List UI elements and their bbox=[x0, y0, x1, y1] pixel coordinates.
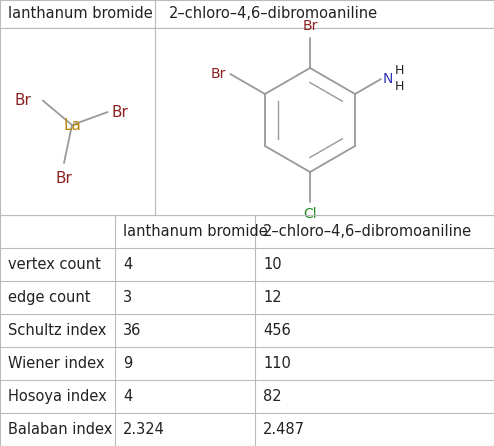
Text: Br: Br bbox=[112, 104, 128, 120]
Text: Br: Br bbox=[14, 93, 31, 108]
Text: Br: Br bbox=[211, 67, 226, 81]
Text: 4: 4 bbox=[123, 389, 132, 404]
Text: H: H bbox=[395, 65, 405, 78]
Text: 36: 36 bbox=[123, 323, 141, 338]
Text: La: La bbox=[63, 117, 81, 132]
Text: 2.487: 2.487 bbox=[263, 422, 305, 437]
Text: Br: Br bbox=[302, 19, 318, 33]
Text: 12: 12 bbox=[263, 290, 282, 305]
Text: N: N bbox=[383, 72, 393, 86]
Text: 110: 110 bbox=[263, 356, 291, 371]
Text: Hosoya index: Hosoya index bbox=[8, 389, 107, 404]
Text: Balaban index: Balaban index bbox=[8, 422, 112, 437]
Text: H: H bbox=[395, 80, 405, 94]
Text: 9: 9 bbox=[123, 356, 132, 371]
Text: 2–chloro–4,6–dibromoaniline: 2–chloro–4,6–dibromoaniline bbox=[168, 7, 378, 21]
Text: 2.324: 2.324 bbox=[123, 422, 165, 437]
Text: lanthanum bromide: lanthanum bromide bbox=[8, 7, 153, 21]
Text: Schultz index: Schultz index bbox=[8, 323, 106, 338]
Text: 82: 82 bbox=[263, 389, 282, 404]
Text: 2–chloro–4,6–dibromoaniline: 2–chloro–4,6–dibromoaniline bbox=[263, 224, 472, 239]
Text: 4: 4 bbox=[123, 257, 132, 272]
Text: 10: 10 bbox=[263, 257, 282, 272]
Text: edge count: edge count bbox=[8, 290, 90, 305]
Text: vertex count: vertex count bbox=[8, 257, 101, 272]
Text: lanthanum bromide: lanthanum bromide bbox=[123, 224, 268, 239]
Text: Wiener index: Wiener index bbox=[8, 356, 105, 371]
Text: 456: 456 bbox=[263, 323, 291, 338]
Text: Br: Br bbox=[55, 171, 73, 186]
Text: Cl: Cl bbox=[303, 207, 317, 221]
Text: 3: 3 bbox=[123, 290, 132, 305]
